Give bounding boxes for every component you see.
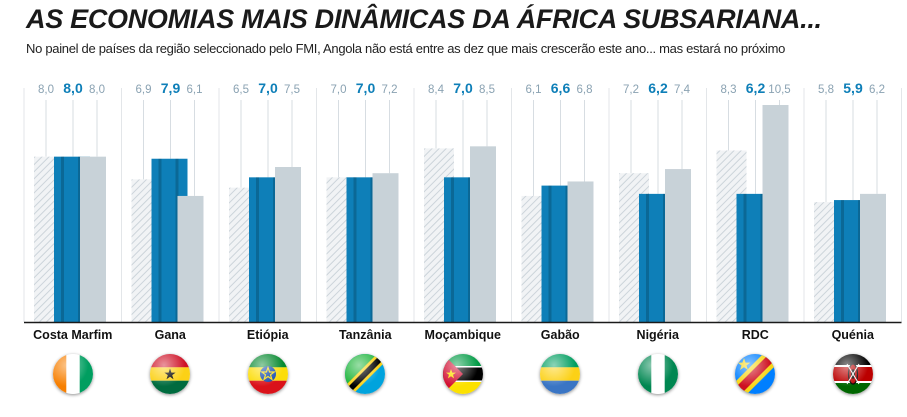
value-label: 6,2: [869, 84, 885, 96]
current-year-bar-stripe: [353, 177, 357, 322]
current-year-bar-stripe: [273, 177, 276, 322]
next-year-bar: [665, 169, 691, 322]
value-label: 6,1: [187, 84, 203, 96]
value-label: 8,0: [63, 80, 83, 96]
next-year-bar: [470, 146, 496, 322]
kenya-flag-icon: [832, 354, 873, 394]
next-year-bar: [80, 156, 106, 322]
value-label: 5,9: [843, 80, 863, 96]
nigeria-flag-icon: [637, 354, 678, 394]
value-label: 8,4: [428, 84, 445, 96]
value-label: 6,1: [526, 84, 542, 96]
value-label: 7,0: [453, 80, 473, 96]
next-year-bar: [372, 173, 399, 322]
value-label: 7,0: [356, 80, 376, 96]
value-label: 6,5: [233, 84, 249, 96]
category-label: Quénia: [832, 328, 875, 342]
value-label: 5,8: [818, 84, 834, 96]
gabon-flag-icon: [540, 354, 581, 394]
value-label: 8,0: [38, 84, 54, 96]
current-year-bar-stripe: [858, 200, 861, 322]
current-year-bar-stripe: [565, 185, 569, 322]
value-label: 7,9: [161, 80, 181, 96]
current-year-bar-stripe: [468, 177, 471, 322]
value-label: 6,6: [551, 80, 571, 96]
current-year-bar-stripe: [841, 200, 844, 322]
category-label: RDC: [742, 328, 769, 342]
category-label: Etiópia: [247, 328, 290, 342]
ghana-flag-icon: [150, 354, 191, 394]
chart-title: AS ECONOMIAS MAIS DINÂMICAS DA ÁFRICA SU…: [26, 4, 822, 34]
value-label: 8,5: [479, 84, 495, 96]
current-year-bar-stripe: [158, 158, 162, 322]
current-year-bar-stripe: [663, 193, 666, 322]
value-label: 7,5: [284, 84, 300, 96]
category-label: Tanzânia: [339, 328, 393, 342]
ethiopia-flag-icon: [247, 354, 288, 394]
value-label: 7,2: [623, 84, 639, 96]
current-year-bar-stripe: [256, 177, 259, 322]
value-label: 7,2: [382, 84, 398, 96]
value-label: 6,8: [577, 84, 593, 96]
category-label: Moçambique: [425, 328, 501, 342]
tanzania-flag-icon: [345, 354, 386, 394]
category-label: Gabão: [541, 328, 580, 342]
value-label: 10,5: [768, 84, 790, 96]
current-year-bar-stripe: [548, 185, 552, 322]
current-year-bar-stripe: [760, 193, 764, 322]
current-year-bar-stripe: [175, 158, 179, 322]
value-label: 8,3: [721, 84, 737, 96]
next-year-bar: [567, 181, 594, 322]
value-label: 7,0: [331, 84, 347, 96]
current-year-bar-stripe: [61, 156, 64, 322]
dr-congo-flag-icon: [735, 354, 776, 394]
next-year-bar: [860, 193, 886, 322]
category-label: Nigéria: [637, 328, 680, 342]
next-year-bar: [275, 167, 301, 322]
next-year-bar: [762, 105, 789, 322]
current-year-bar-stripe: [451, 177, 454, 322]
value-label: 7,4: [674, 84, 691, 96]
ivory-coast-flag-icon: [52, 354, 93, 394]
value-label: 6,9: [136, 84, 152, 96]
current-year-bar-stripe: [743, 193, 747, 322]
mozambique-flag-icon: [442, 354, 483, 394]
next-year-bar: [177, 195, 204, 322]
value-label: 6,2: [746, 80, 766, 96]
current-year-bar-stripe: [646, 193, 649, 322]
value-label: 7,0: [258, 80, 278, 96]
category-label: Costa Marfim: [33, 328, 112, 342]
chart-subtitle: No painel de países da região selecciona…: [26, 41, 786, 56]
current-year-bar-stripe: [78, 156, 81, 322]
category-label: Gana: [155, 328, 187, 342]
value-label: 6,2: [648, 80, 668, 96]
current-year-bar-stripe: [370, 177, 374, 322]
value-label: 8,0: [89, 84, 105, 96]
